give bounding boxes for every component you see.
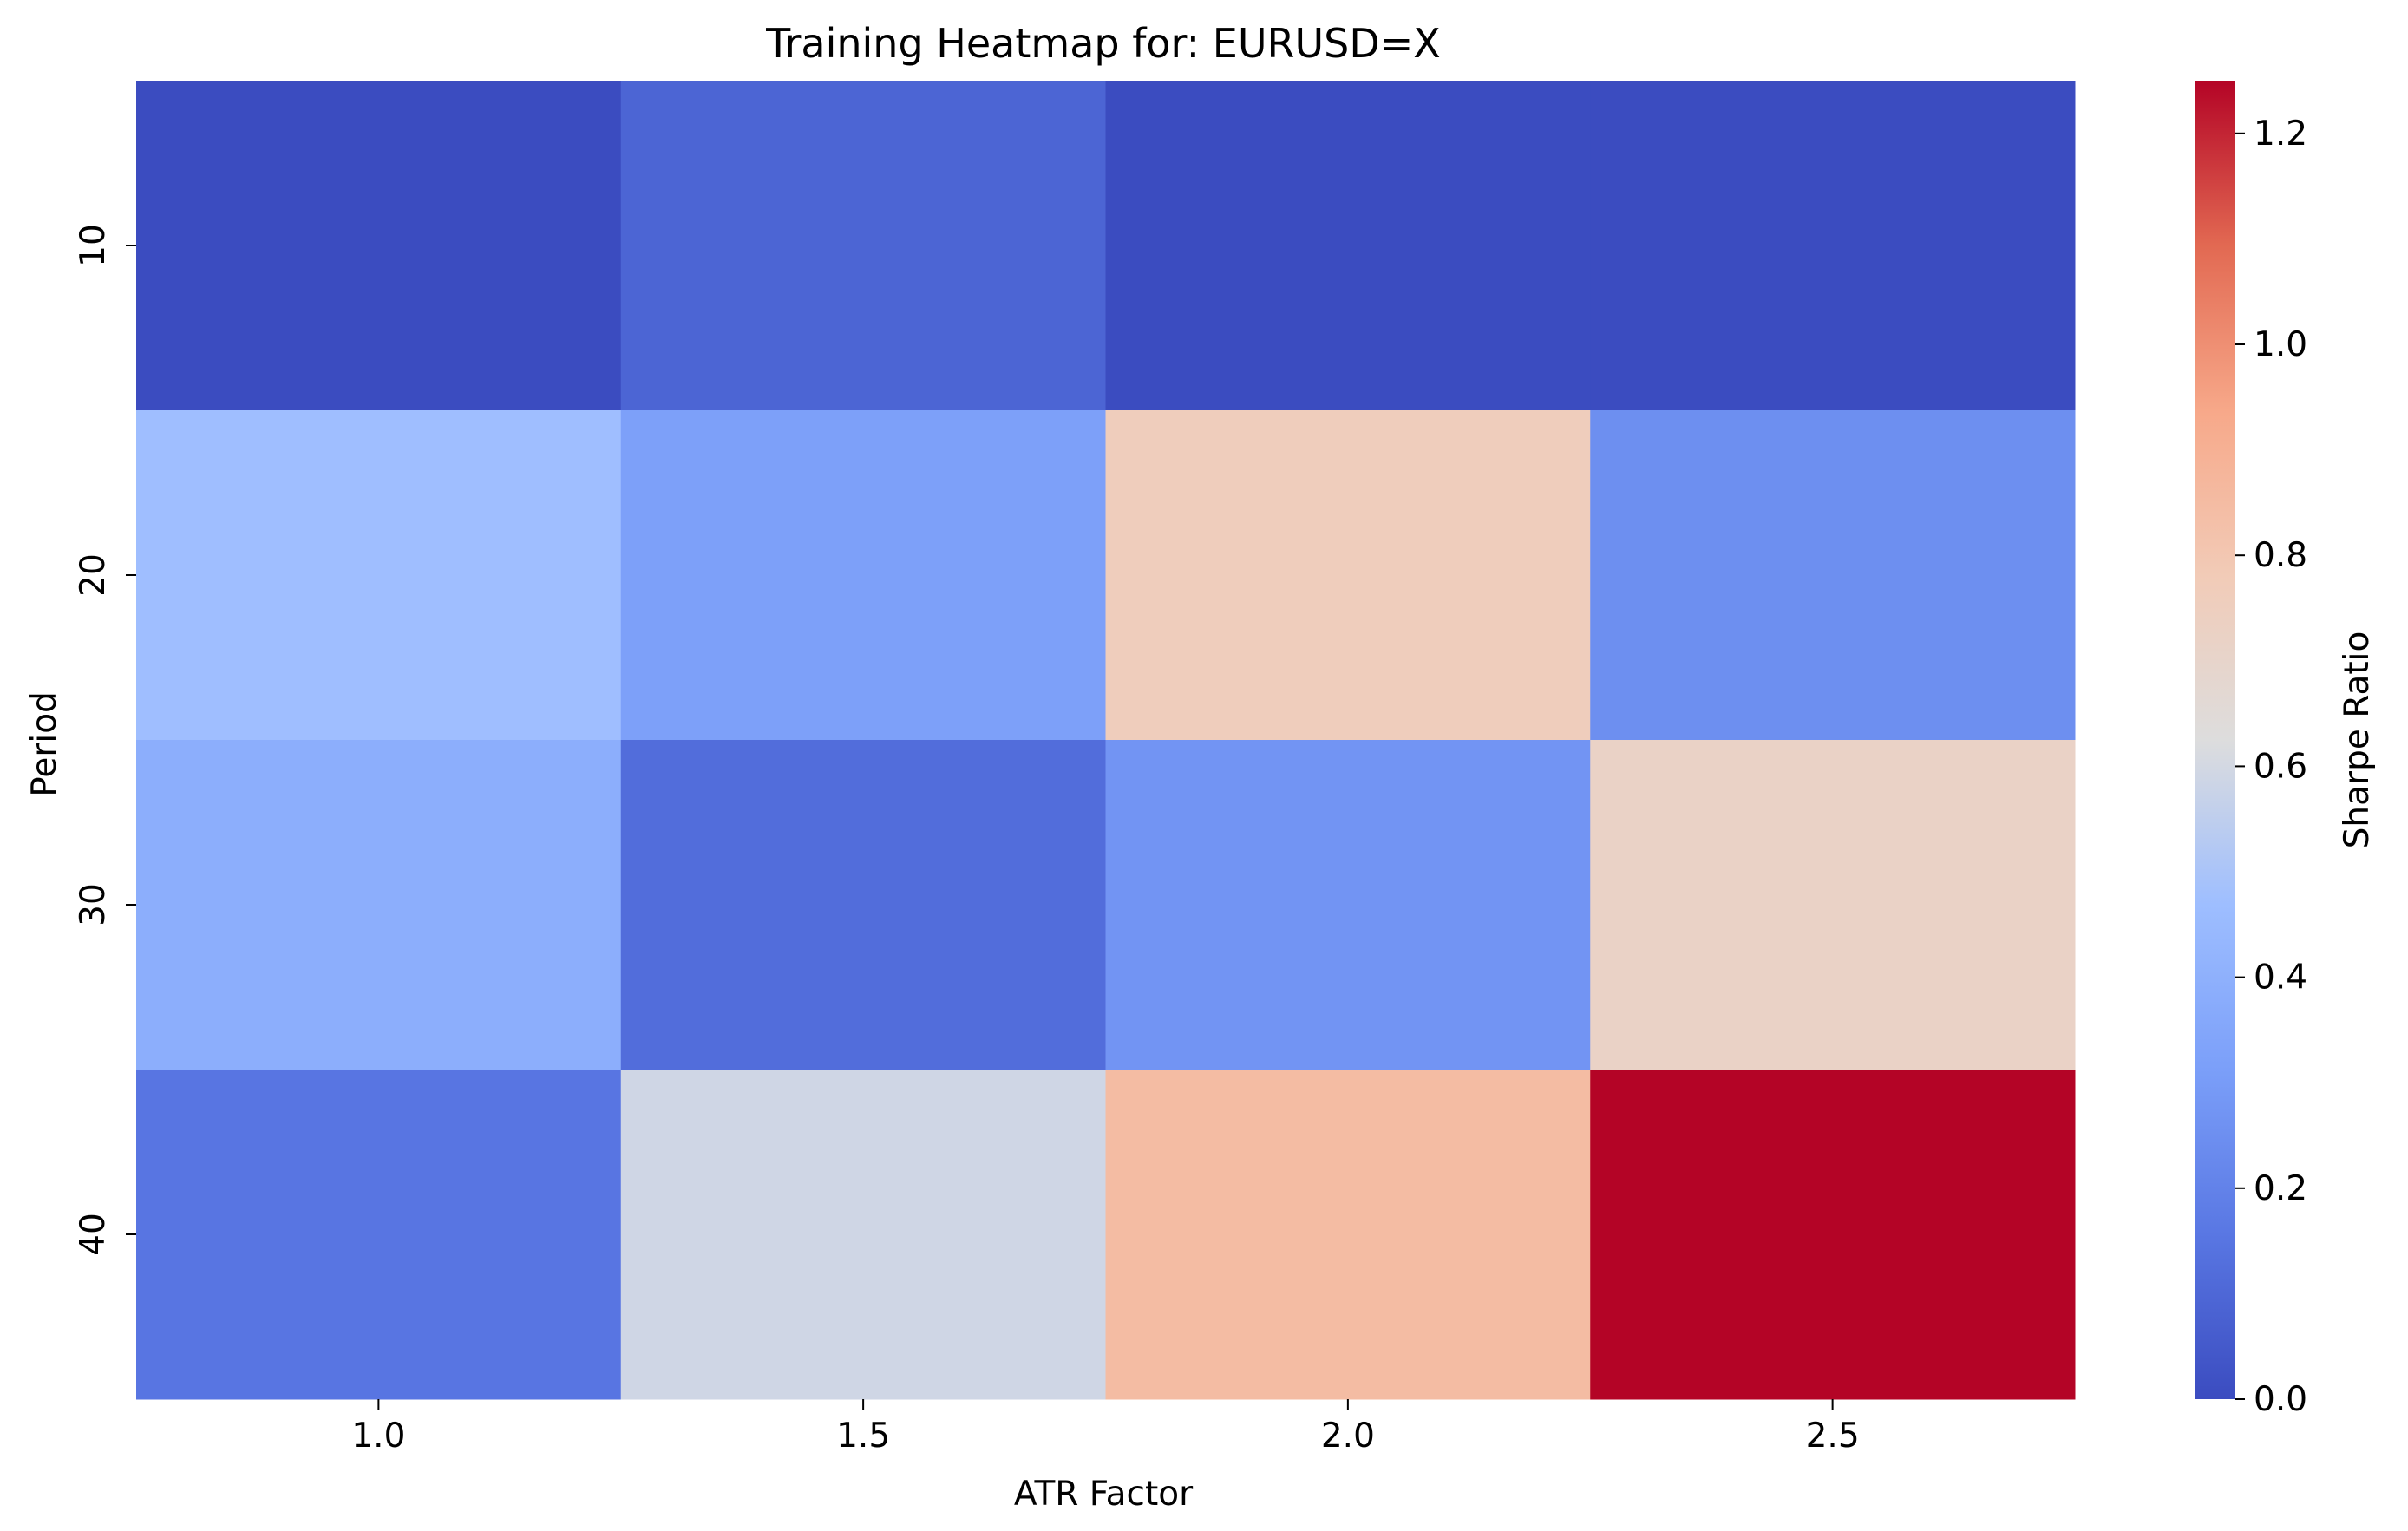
heatmap-cell-r3-c3	[1590, 1070, 2076, 1400]
colorbar-tick-label: 0.6	[2254, 747, 2307, 786]
heatmap-cell-r1-c0	[136, 410, 622, 741]
heatmap-cell-r0-c1	[620, 81, 1106, 411]
heatmap-cell-r3-c1	[620, 1070, 1106, 1400]
heatmap-cell-r2-c3	[1590, 740, 2076, 1070]
heatmap-cells	[136, 81, 2076, 1400]
y-tick-label: 30	[74, 883, 113, 926]
colorbar: 0.0 0.2 0.4 0.6 0.8 1.0 1.2 Sharpe Ratio	[2195, 81, 2377, 1419]
heatmap-cell-r2-c2	[1105, 740, 1591, 1070]
heatmap-cell-r0-c3	[1590, 81, 2076, 411]
heatmap-cell-r1-c1	[620, 410, 1106, 741]
y-axis-label: Period	[25, 691, 64, 797]
x-axis: 1.0 1.5 2.0 2.5	[351, 1399, 1860, 1456]
colorbar-gradient	[2195, 81, 2235, 1399]
heatmap-cell-r1-c3	[1590, 410, 2076, 741]
heatmap-cell-r2-c0	[136, 740, 622, 1070]
colorbar-tick-label: 0.0	[2254, 1380, 2307, 1419]
x-tick-label: 2.5	[1806, 1417, 1860, 1456]
colorbar-tick-label: 0.2	[2254, 1169, 2307, 1208]
colorbar-tick-label: 1.0	[2254, 325, 2307, 364]
x-tick-label: 1.0	[351, 1417, 405, 1456]
heatmap-cell-r0-c0	[136, 81, 622, 411]
x-tick-label: 1.5	[836, 1417, 890, 1456]
heatmap-cell-r3-c0	[136, 1070, 622, 1400]
colorbar-tick-label: 0.8	[2254, 536, 2307, 575]
heatmap-cell-r1-c2	[1105, 410, 1591, 741]
colorbar-tick-label: 1.2	[2254, 114, 2307, 154]
colorbar-tick-label: 0.4	[2254, 959, 2307, 998]
y-tick-label: 20	[74, 553, 113, 597]
heatmap-cell-r0-c2	[1105, 81, 1591, 411]
chart-title: Training Heatmap for: EURUSD=X	[765, 20, 1441, 67]
heatmap-cell-r3-c2	[1105, 1070, 1591, 1400]
x-axis-label: ATR Factor	[1014, 1475, 1194, 1514]
x-tick-label: 2.0	[1321, 1417, 1375, 1456]
y-tick-label: 40	[74, 1213, 113, 1256]
y-tick-label: 10	[74, 224, 113, 267]
colorbar-ticks: 0.0 0.2 0.4 0.6 0.8 1.0 1.2	[2235, 114, 2307, 1419]
y-axis: 10 20 30 40	[74, 224, 136, 1256]
colorbar-label: Sharpe Ratio	[2338, 631, 2377, 849]
heatmap-cell-r2-c1	[620, 740, 1106, 1070]
